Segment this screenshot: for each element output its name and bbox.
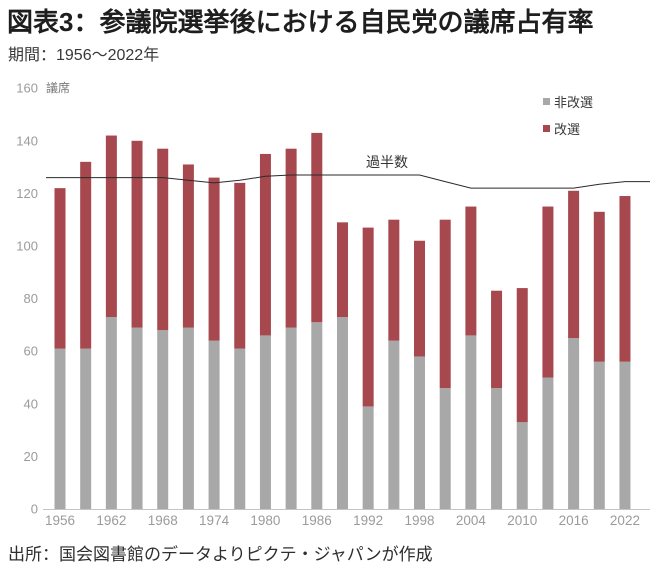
bar-nonelected-segment [285,327,297,509]
bar-nonelected-segment [157,330,169,509]
x-axis-tick-label: 1956 [45,513,75,528]
legend-label-nonelected: 非改選 [554,94,594,110]
bar-nonelected-segment [131,327,143,509]
bar-elected-segment [465,206,477,336]
y-axis-tick-label: 120 [16,186,38,201]
y-axis-unit-label: 議席 [46,80,70,95]
chart-area: 0 20 40 60 80 100 120 140 160 議席 1956 1962 1968 1974 1… [0,68,654,534]
bar-elected-segment [80,161,92,349]
bar-elected-segment [259,153,271,336]
x-axis-tick-label: 1998 [404,513,434,528]
x-axis-tick-label: 1980 [250,513,280,528]
bar-nonelected-segment [619,361,631,509]
x-axis-tick-label: 1992 [353,513,383,528]
bar-elected-segment [593,211,605,362]
bar-elected-segment [182,164,194,328]
bar-elected-segment [131,140,143,328]
bar-elected-segment [105,135,117,318]
bar-nonelected-segment [259,335,271,509]
legend-item-elected: 改選 [543,121,593,137]
x-axis-tick-label: 2016 [559,513,589,528]
bar-elected-segment [157,148,169,331]
bar-nonelected-segment [311,322,323,509]
bar-nonelected-segment [465,335,477,509]
bar-elected-segment [285,148,297,328]
chart-canvas: 0 20 40 60 80 100 120 140 160 議席 1956 1962 1968 1974 1… [16,80,650,528]
legend-item-nonelected: 非改選 [543,94,594,110]
bar-nonelected-segment [439,388,451,509]
bar-nonelected-segment [388,340,400,509]
bar-elected-segment [388,219,400,341]
x-axis-tick-label: 1986 [302,513,332,528]
bar-nonelected-segment [105,317,117,509]
x-axis-tick-label: 2004 [456,513,487,528]
bar-nonelected-segment [516,422,528,509]
bar-elected-segment [311,132,323,323]
x-axis-tick-label: 1968 [148,513,178,528]
bar-elected-segment [234,182,246,349]
bar-nonelected-segment [80,348,92,509]
bar-nonelected-segment [54,348,66,509]
bar-nonelected-segment [362,406,374,509]
bar-elected-segment [516,288,528,423]
page-title: 図表3：参議院選挙後における自民党の議席占有率 [7,7,594,37]
bar-nonelected-segment [414,356,426,509]
legend-swatch-nonelected [543,97,550,105]
y-axis-tick-label: 0 [31,502,38,517]
bar-elected-segment [439,219,451,389]
bar-elected-segment [208,177,220,341]
bar-nonelected-segment [234,348,246,509]
y-axis-tick-label: 160 [16,81,38,96]
x-axis-tick-label: 1962 [96,513,126,528]
bar-elected-segment [619,196,631,362]
y-axis-tick-label: 20 [24,449,38,464]
bar-elected-segment [414,240,426,357]
bar-nonelected-segment [593,361,605,509]
legend-swatch-elected [543,124,550,132]
bar-nonelected-segment [182,327,194,509]
x-axis-tick-label: 2022 [610,513,640,528]
x-axis-tick-label: 2010 [507,513,537,528]
y-axis-tick-label: 100 [16,239,38,254]
bar-nonelected-segment [491,388,503,509]
bar-nonelected-segment [208,340,220,509]
y-axis-tick-label: 40 [24,396,38,411]
legend-label-elected: 改選 [554,121,581,137]
bar-elected-segment [362,227,374,407]
bar-elected-segment [54,188,66,349]
majority-line [46,174,650,189]
majority-line-label: 過半数 [366,154,408,170]
bar-nonelected-segment [568,338,580,509]
x-axis-tick-label: 1974 [199,513,230,528]
bar-nonelected-segment [336,317,348,509]
chart-legend: 非改選 改選 [543,94,593,148]
y-axis-tick-label: 60 [24,344,38,359]
bar-nonelected-segment [542,377,554,509]
bar-elected-segment [568,190,580,339]
bar-elected-segment [542,206,554,378]
source-note: 出所：国会図書館のデータよりピクテ・ジャパンが作成 [8,545,433,564]
y-axis-tick-label: 80 [24,291,38,306]
bar-elected-segment [491,290,503,389]
bar-elected-segment [336,222,348,318]
chart-period-subtitle: 期間：1956～2022年 [8,47,160,64]
y-axis-tick-label: 140 [16,133,38,148]
